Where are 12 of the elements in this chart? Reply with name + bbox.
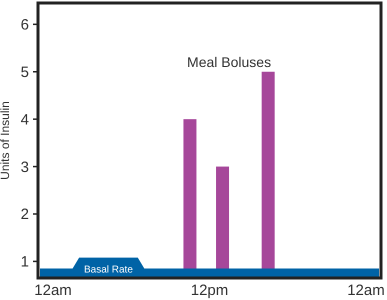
y-tick-label: 5 xyxy=(20,64,29,81)
y-tick-label: 6 xyxy=(20,16,29,34)
x-tick-label: 12am xyxy=(34,282,72,299)
y-tick-label: 3 xyxy=(20,158,29,176)
x-tick-label: 12am xyxy=(347,282,385,299)
y-axis-title: Units of Insulin xyxy=(0,101,12,180)
series-label: Meal Boluses xyxy=(187,54,272,70)
y-tick-label: 2 xyxy=(20,206,29,224)
y-tick-label: 4 xyxy=(20,111,29,128)
x-tick-label: 12pm xyxy=(190,282,228,299)
series-label: Basal Rate xyxy=(84,264,134,276)
y-tick-label: 1 xyxy=(20,254,29,271)
